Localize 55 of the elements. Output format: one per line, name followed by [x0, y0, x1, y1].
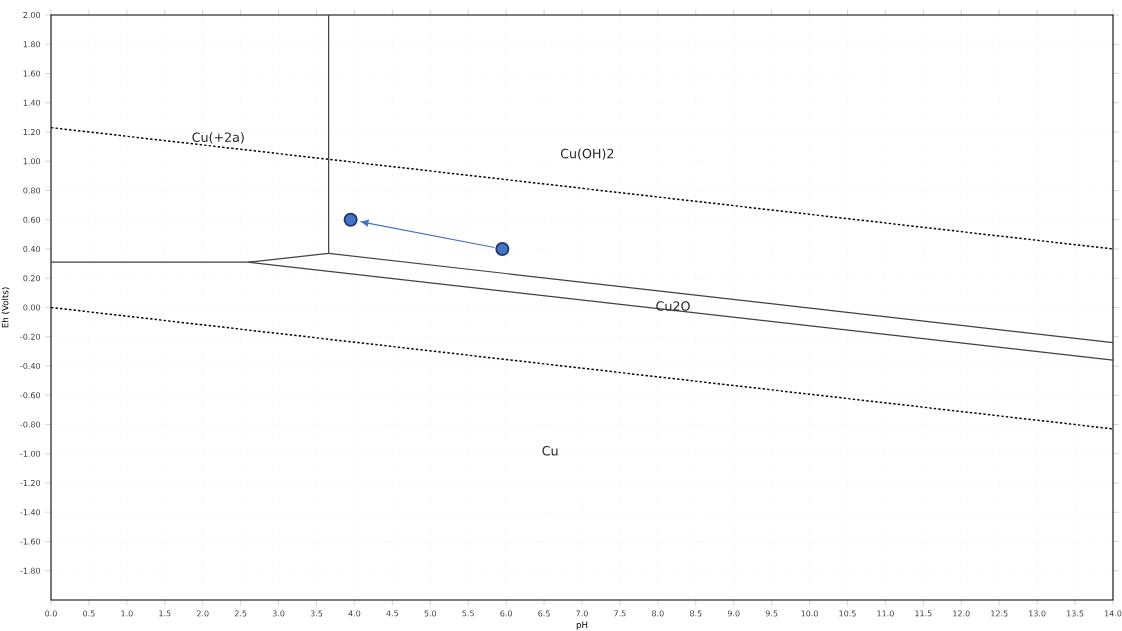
x-tick-label: 11.0 — [877, 610, 894, 617]
y-tick-label: 0.80 — [23, 187, 41, 194]
y-tick-label: 2.00 — [23, 11, 41, 19]
y-tick-label: -0.20 — [20, 333, 41, 340]
y-tick-label: -0.80 — [20, 421, 41, 428]
y-tick-label: 0.60 — [23, 216, 41, 223]
x-tick-label: 13.5 — [1067, 610, 1084, 617]
y-tick-label: 0.20 — [23, 275, 41, 282]
x-tick-label: 12.0 — [953, 610, 970, 617]
annotation: Cu(OH)2 — [560, 148, 614, 160]
y-tick-label: 1.40 — [23, 99, 41, 106]
x-tick-label: 10.5 — [839, 610, 856, 617]
x-tick-label: 3.5 — [310, 610, 323, 617]
x-tick-label: 9.0 — [727, 610, 740, 617]
y-tick-label: 1.80 — [23, 41, 41, 48]
annotation: Cu(+2a) — [192, 132, 244, 144]
x-tick-label: 10.0 — [801, 610, 818, 617]
x-tick-label: 0.5 — [83, 610, 95, 617]
y-tick-label: -0.60 — [20, 392, 41, 399]
x-tick-label: 13.0 — [1029, 610, 1046, 617]
x-tick-label: 8.0 — [652, 610, 664, 617]
x-tick-label: 1.5 — [159, 610, 171, 617]
x-tick-label: 1.0 — [121, 610, 133, 617]
x-tick-label: 6.0 — [500, 610, 512, 617]
x-axis-title: pH — [576, 621, 588, 630]
y-tick-label: -0.40 — [20, 362, 41, 369]
y-tick-label: 1.60 — [23, 70, 41, 77]
x-tick-label: 3.0 — [272, 610, 285, 617]
x-tick-label: 11.5 — [915, 610, 932, 617]
x-tick-label: 0.0 — [45, 610, 57, 617]
y-tick-label: -1.80 — [20, 567, 41, 574]
y-axis-title: Eh (Volts) — [1, 287, 10, 328]
x-tick-label: 12.5 — [991, 610, 1008, 617]
x-tick-label: 7.0 — [576, 610, 588, 617]
x-tick-label: 5.5 — [462, 610, 474, 617]
annotation: Cu — [542, 446, 558, 456]
x-tick-label: 14.0 — [1104, 610, 1122, 617]
x-tick-label: 7.5 — [614, 610, 626, 617]
x-tick-label: 2.0 — [196, 610, 209, 617]
y-tick-label: -1.60 — [20, 538, 41, 545]
x-tick-label: 6.5 — [538, 610, 550, 617]
x-tick-label: 4.0 — [348, 610, 361, 617]
x-tick-label: 2.5 — [234, 610, 247, 617]
y-tick-label: 0.40 — [23, 245, 41, 253]
x-tick-label: 4.5 — [386, 610, 399, 617]
annotation: Cu2O — [656, 301, 690, 311]
y-tick-label: 1.00 — [23, 158, 41, 165]
y-tick-label: -1.40 — [20, 509, 41, 516]
y-tick-label: 1.20 — [23, 128, 41, 136]
y-tick-label: -1.00 — [20, 450, 41, 457]
y-tick-label: -1.20 — [20, 479, 41, 486]
x-tick-label: 9.5 — [765, 610, 778, 617]
x-tick-label: 8.5 — [689, 610, 702, 617]
x-tick-label: 5.0 — [424, 610, 437, 617]
y-tick-label: 0.00 — [23, 304, 41, 311]
